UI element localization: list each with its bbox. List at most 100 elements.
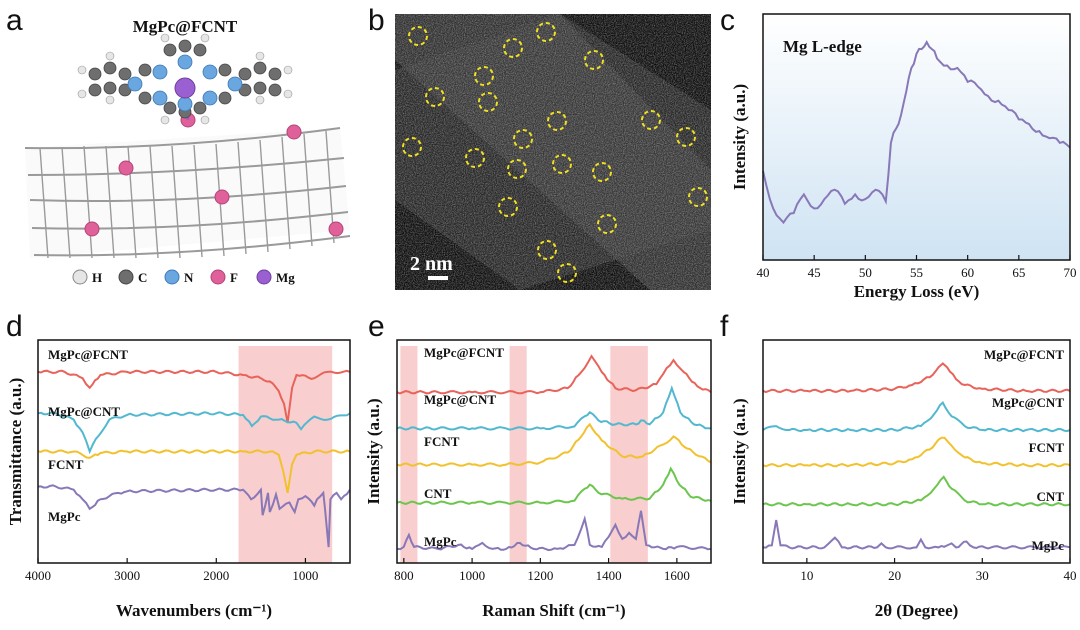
- atom-marker: [536, 22, 556, 42]
- atom-marker: [676, 127, 696, 147]
- legend-label-h: H: [92, 270, 102, 285]
- x-tick-label: 1000: [459, 568, 485, 583]
- series-line-mgpc: [762, 519, 1071, 550]
- panel-label-d: d: [6, 310, 23, 343]
- series-label: MgPc: [424, 534, 457, 549]
- x-tick-label: 4000: [25, 568, 51, 583]
- series-label: CNT: [424, 486, 452, 501]
- x-tick-label: 3000: [114, 568, 140, 583]
- legend-label-c: C: [138, 270, 147, 285]
- atom-marker: [474, 66, 494, 86]
- plot-frame: [762, 339, 1071, 564]
- x-tick-label: 1000: [292, 568, 318, 583]
- highlight-band: [238, 346, 333, 563]
- x-axis-label: Wavenumbers (cm⁻¹): [116, 601, 272, 620]
- legend-label-n: N: [184, 270, 194, 285]
- atom-marker: [465, 148, 485, 168]
- panel-label-b: b: [368, 4, 385, 37]
- panel-label-e: e: [368, 310, 385, 343]
- series-line-mgpc: [37, 484, 351, 548]
- chart-f: MgPc@FCNT MgPc@CNT FCNT CNT MgPc 10 20 30 40 2θ (…: [730, 339, 1077, 620]
- x-tick-label: 1200: [527, 568, 553, 583]
- x-axis-label: Energy Loss (eV): [854, 282, 980, 301]
- series-line-mgpc-fcnt: [762, 362, 1071, 394]
- y-axis-label: Transmittance (a.u.): [6, 378, 25, 525]
- series-label: MgPc@CNT: [48, 404, 120, 419]
- chart-title: Mg L-edge: [783, 37, 862, 56]
- atom-marker: [503, 38, 523, 58]
- series-label: MgPc@FCNT: [424, 345, 504, 360]
- series-label: CNT: [1037, 489, 1065, 504]
- x-tick-label: 1600: [664, 568, 690, 583]
- panel-label-f: f: [720, 310, 729, 343]
- series-label: FCNT: [48, 457, 84, 472]
- fluorine-atoms: [84, 112, 344, 237]
- x-tick-label: 40: [1064, 568, 1077, 583]
- legend-dot-f: [210, 269, 226, 285]
- series-line-mgpc-cnt: [762, 400, 1071, 433]
- highlight-band: [400, 346, 418, 563]
- series-label: MgPc: [48, 509, 81, 524]
- atom-marker: [513, 129, 533, 149]
- atom-marker: [498, 197, 518, 217]
- highlight-band: [610, 346, 648, 563]
- series-label: MgPc@CNT: [992, 395, 1064, 410]
- series-label: MgPc@FCNT: [48, 347, 128, 362]
- nanotube-lattice: [24, 127, 351, 259]
- highlight-band: [509, 346, 527, 563]
- legend-label-mg: Mg: [276, 270, 295, 285]
- atom-legend: H C N F Mg: [72, 269, 295, 285]
- series-line-cnt: [762, 475, 1071, 507]
- atom-marker: [547, 111, 567, 131]
- legend-dot-mg: [256, 269, 272, 285]
- plot-frame: [396, 339, 712, 564]
- series-line-mgpc-cnt: [396, 385, 712, 431]
- series-line-mg-l-edge: [762, 40, 1071, 225]
- series-line-fcnt: [762, 436, 1071, 468]
- atom-marker: [557, 263, 577, 283]
- series-label: MgPc: [1032, 538, 1065, 553]
- x-tick-label: 50: [859, 265, 872, 280]
- x-tick-label: 45: [808, 265, 821, 280]
- x-tick-label: 60: [961, 265, 974, 280]
- atom-marker: [641, 110, 661, 130]
- atom-marker: [507, 159, 527, 179]
- x-tick-label: 800: [394, 568, 414, 583]
- scale-bar: [428, 276, 448, 280]
- y-axis-label: Intensity (a.u.): [730, 398, 749, 504]
- atom-marker: [402, 137, 422, 157]
- series-line-fcnt: [396, 422, 712, 467]
- atom-marker: [408, 26, 428, 46]
- legend-dot-n: [164, 269, 180, 285]
- structure-title: MgPc@FCNT: [133, 17, 238, 36]
- panel-label-a: a: [6, 4, 23, 37]
- x-axis-label: Raman Shift (cm⁻¹): [482, 601, 625, 620]
- x-tick-label: 30: [976, 568, 989, 583]
- x-axis-label: 2θ (Degree): [875, 601, 959, 620]
- chart-d: MgPc@FCNT MgPc@CNT FCNT MgPc 4000 3000 2000 100…: [6, 339, 351, 620]
- panel-a-structure: MgPc@FCNT H: [24, 17, 351, 285]
- series-line-fcnt: [37, 449, 351, 494]
- atom-markers: [402, 22, 708, 283]
- series-line-mgpc: [396, 510, 712, 552]
- legend-label-f: F: [230, 270, 238, 285]
- atom-marker: [592, 162, 612, 182]
- atom-marker: [688, 187, 708, 207]
- atom-marker: [552, 154, 572, 174]
- atom-marker: [537, 240, 557, 260]
- series-line-mgpc-cnt: [37, 411, 351, 455]
- atom-marker: [478, 92, 498, 112]
- legend-dot-h: [72, 269, 88, 285]
- x-tick-label: 65: [1012, 265, 1025, 280]
- x-tick-label: 40: [757, 265, 770, 280]
- series-line-cnt: [396, 466, 712, 505]
- series-label: MgPc@CNT: [424, 392, 496, 407]
- atom-marker: [425, 87, 445, 107]
- y-axis-label: Intensity (a.u.): [730, 84, 749, 190]
- x-tick-label: 20: [888, 568, 901, 583]
- chart-c: 40 45 50 55 60 65 70 Energy Loss (eV) Intensity …: [730, 13, 1077, 301]
- series-line-mgpc-fcnt: [396, 354, 712, 395]
- panel-label-c: c: [720, 4, 735, 37]
- scale-bar-label: 2 nm: [410, 253, 453, 275]
